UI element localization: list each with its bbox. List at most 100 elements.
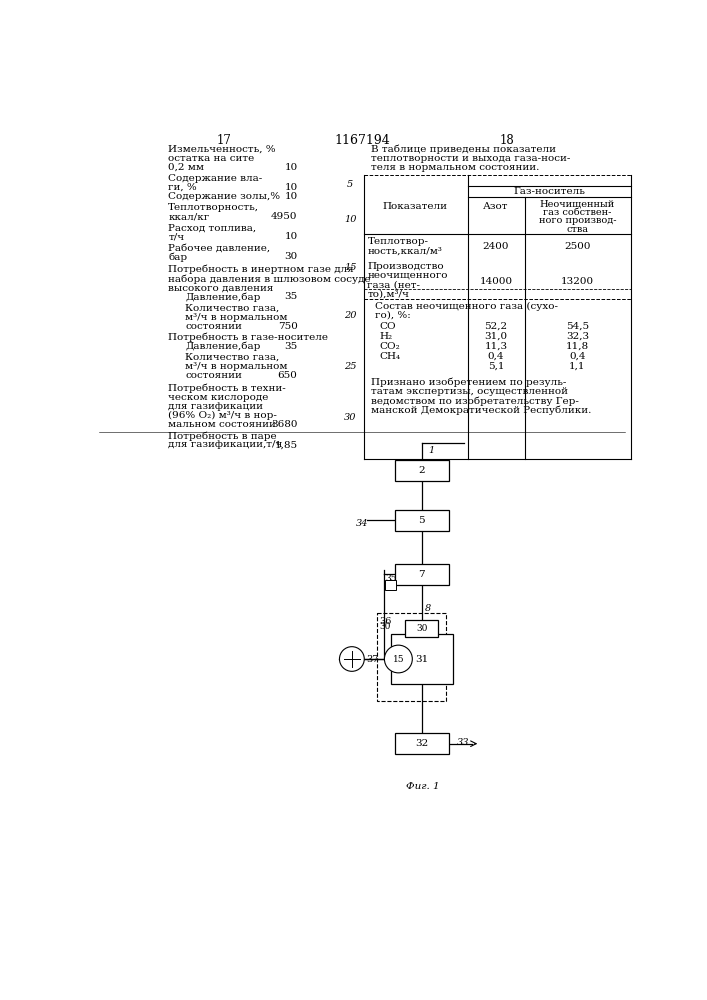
Text: т/ч: т/ч — [168, 232, 185, 241]
Bar — [405, 620, 438, 637]
Text: Потребность в паре: Потребность в паре — [168, 431, 277, 441]
Bar — [395, 460, 449, 481]
Text: 1: 1 — [428, 446, 434, 455]
Text: 37: 37 — [366, 655, 378, 664]
Text: 30: 30 — [344, 413, 356, 422]
Text: 31: 31 — [415, 654, 428, 664]
Text: 15: 15 — [344, 263, 356, 272]
Text: газ собствен-: газ собствен- — [543, 208, 612, 217]
Bar — [395, 564, 449, 585]
Text: 15: 15 — [392, 654, 404, 664]
Text: неочищенного: неочищенного — [368, 271, 448, 280]
Text: 2500: 2500 — [564, 242, 590, 251]
Text: Измельченность, %: Измельченность, % — [168, 145, 276, 154]
Text: 25: 25 — [344, 362, 356, 371]
Text: 1167194: 1167194 — [334, 134, 390, 147]
Text: Теплотворность,: Теплотворность, — [168, 203, 259, 212]
Text: Потребность в техни-: Потребность в техни- — [168, 383, 286, 393]
Text: Неочищенный: Неочищенный — [539, 199, 615, 208]
Text: высокого давления: высокого давления — [168, 283, 274, 292]
Text: ность,ккал/м³: ность,ккал/м³ — [368, 246, 443, 255]
Text: 32: 32 — [415, 739, 428, 748]
Text: 7: 7 — [419, 570, 425, 579]
Text: теплотворности и выхода газа-носи-: теплотворности и выхода газа-носи- — [371, 154, 571, 163]
Text: 0,4: 0,4 — [488, 352, 504, 361]
Circle shape — [385, 645, 412, 673]
Text: татам экспертизы, осуществленной: татам экспертизы, осуществленной — [371, 387, 568, 396]
Bar — [395, 733, 449, 754]
Text: CO: CO — [379, 322, 396, 331]
Text: ного производ-: ного производ- — [539, 216, 616, 225]
Text: ккал/кг: ккал/кг — [168, 212, 209, 221]
Text: ги, %: ги, % — [168, 183, 197, 192]
Text: 11,8: 11,8 — [566, 342, 589, 351]
Text: 5: 5 — [419, 516, 425, 525]
Text: 2: 2 — [419, 466, 425, 475]
Text: Расход топлива,: Расход топлива, — [168, 223, 257, 232]
Text: 54,5: 54,5 — [566, 322, 589, 331]
Text: Теплотвор-: Теплотвор- — [368, 237, 428, 246]
Text: CH₄: CH₄ — [379, 352, 400, 361]
Text: 17: 17 — [216, 134, 231, 147]
Text: 18: 18 — [500, 134, 514, 147]
Text: H₂: H₂ — [379, 332, 392, 341]
Text: 36: 36 — [379, 617, 392, 626]
Text: 0,4: 0,4 — [569, 352, 585, 361]
Text: 20: 20 — [344, 311, 356, 320]
Text: Признано изобретением по резуль-: Признано изобретением по резуль- — [371, 378, 566, 387]
Text: 1,85: 1,85 — [274, 440, 298, 449]
Bar — [385, 580, 396, 590]
Circle shape — [339, 647, 364, 671]
Text: 650: 650 — [278, 371, 298, 380]
Text: ческом кислороде: ческом кислороде — [168, 393, 269, 402]
Text: 10: 10 — [284, 232, 298, 241]
Text: 1,1: 1,1 — [569, 362, 585, 371]
Text: Рабочее давление,: Рабочее давление, — [168, 243, 270, 252]
Text: теля в нормальном состоянии.: теля в нормальном состоянии. — [371, 163, 539, 172]
Text: набора давления в шлюзовом сосуде: набора давления в шлюзовом сосуде — [168, 274, 371, 284]
Text: 14000: 14000 — [479, 277, 513, 286]
Text: 33: 33 — [457, 738, 469, 747]
Text: Состав неочищенного газа (сухо-: Состав неочищенного газа (сухо- — [375, 302, 558, 311]
Text: 10: 10 — [284, 183, 298, 192]
Text: м³/ч в нормальном: м³/ч в нормальном — [185, 362, 288, 371]
Text: Потребность в инертном газе для: Потребность в инертном газе для — [168, 265, 354, 274]
Text: Газ-носитель: Газ-носитель — [513, 187, 585, 196]
Text: бар: бар — [168, 252, 187, 262]
Text: 10: 10 — [344, 215, 356, 224]
Text: Давление,бар: Давление,бар — [185, 342, 261, 351]
Text: CO₂: CO₂ — [379, 342, 399, 351]
Text: 10: 10 — [284, 163, 298, 172]
Text: Азот: Азот — [484, 202, 509, 211]
Text: манской Демократической Республики.: манской Демократической Республики. — [371, 406, 592, 415]
Text: Содержание золы,%: Содержание золы,% — [168, 192, 280, 201]
Text: 35: 35 — [284, 342, 298, 351]
Text: 34: 34 — [356, 519, 368, 528]
Text: 30: 30 — [379, 622, 390, 631]
Text: 30: 30 — [284, 252, 298, 261]
Text: м³/ч в нормальном: м³/ч в нормальном — [185, 312, 288, 322]
Text: го), %:: го), %: — [375, 311, 411, 320]
Text: для газификации: для газификации — [168, 402, 263, 411]
Bar — [391, 634, 452, 684]
Text: В таблице приведены показатели: В таблице приведены показатели — [371, 145, 556, 154]
Text: 5: 5 — [347, 180, 354, 189]
Text: 31,0: 31,0 — [484, 332, 508, 341]
Text: состоянии: состоянии — [185, 371, 242, 380]
Text: то),м³/ч: то),м³/ч — [368, 289, 409, 298]
Text: 32,3: 32,3 — [566, 332, 589, 341]
Text: 4950: 4950 — [271, 212, 298, 221]
Bar — [395, 510, 449, 531]
Text: 3680: 3680 — [271, 420, 298, 429]
Text: 0,2 мм: 0,2 мм — [168, 163, 204, 172]
Text: мальном состоянии: мальном состоянии — [168, 420, 276, 429]
Text: Давление,бар: Давление,бар — [185, 292, 261, 302]
Text: 5,1: 5,1 — [488, 362, 504, 371]
Text: Количество газа,: Количество газа, — [185, 353, 279, 362]
Text: Количество газа,: Количество газа, — [185, 303, 279, 312]
Text: (96% O₂) м³/ч в нор-: (96% O₂) м³/ч в нор- — [168, 411, 277, 420]
Text: 52,2: 52,2 — [484, 322, 508, 331]
Text: остатка на сите: остатка на сите — [168, 154, 255, 163]
Text: ства: ства — [566, 225, 588, 234]
Text: Производство: Производство — [368, 262, 444, 271]
